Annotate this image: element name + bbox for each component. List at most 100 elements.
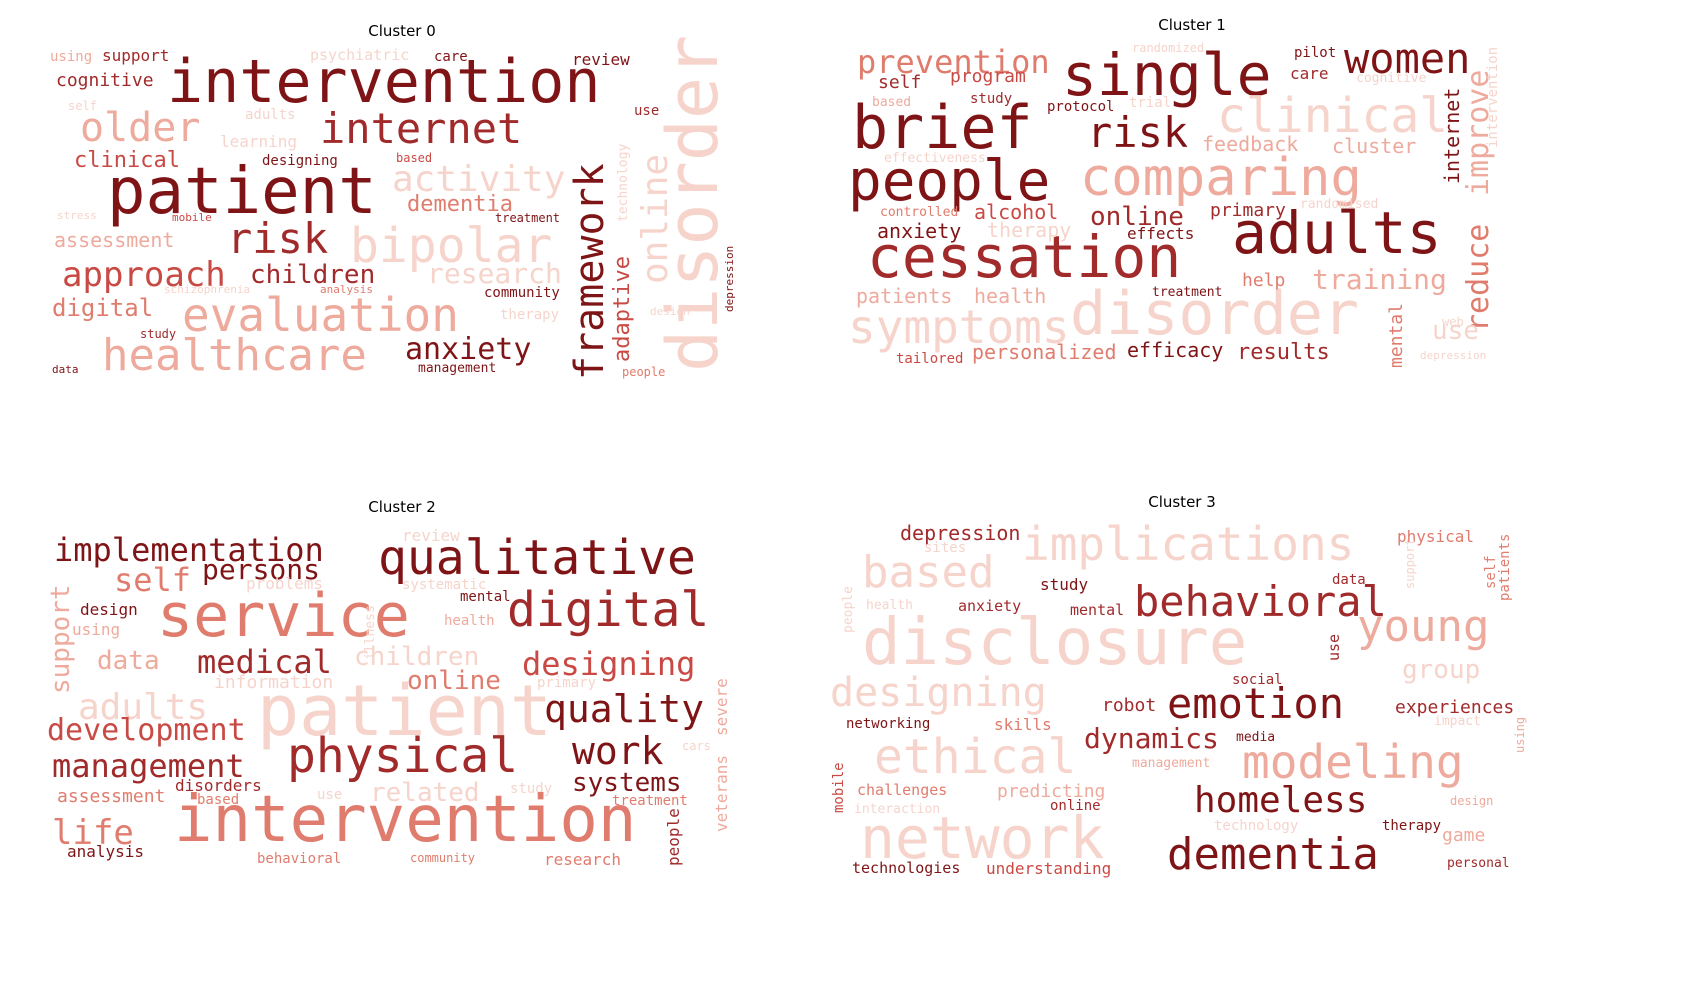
word-efficacy: efficacy [1127,338,1224,362]
word-effectiveness: effectiveness [884,151,986,166]
word-support: support [1403,538,1417,589]
word-work: work [572,729,664,773]
word-designing: designing [522,645,696,683]
word-use: use [1432,316,1479,346]
word-social: social [1232,672,1283,688]
word-sites: sites [924,540,967,556]
word-cars: cars [682,739,711,753]
word-adults: adults [1232,199,1442,267]
word-implementation: implementation [54,531,324,569]
word-randomised: randomised [1300,197,1379,212]
word-online: online [407,666,501,696]
word-disorders: disorders [175,776,262,795]
word-dynamics: dynamics [1084,722,1219,755]
word-assessment: assessment [54,228,175,252]
word-using: using [50,49,93,65]
word-treatment: treatment [1152,285,1223,300]
word-young: young [1357,601,1490,652]
word-technologies: technologies [852,859,961,877]
word-designing: designing [262,153,338,169]
word-use: use [634,103,660,119]
word-intervention: intervention [167,47,601,117]
word-study: study [970,91,1013,107]
word-adults: adults [78,687,209,728]
word-understanding: understanding [986,859,1112,878]
word-emotion: emotion [1167,679,1345,728]
word-program: program [950,66,1026,87]
word-skills: skills [994,715,1052,734]
word-anxiety: anxiety [877,219,962,243]
word-impact: impact [1434,714,1481,729]
word-trial: trial [1129,95,1172,111]
word-research: research [544,850,622,869]
word-life: life [52,813,134,853]
word-cognitive: cognitive [56,70,154,91]
word-digital: digital [507,582,710,638]
word-cloud: intervention patient internet older risk appr… [42,22,762,422]
word-anxiety: anxiety [958,597,1022,615]
word-healthcare: healthcare [102,330,367,381]
word-review: review [402,526,460,545]
word-dementia: dementia [407,192,513,217]
word-children: children [250,260,376,290]
word-people: people [664,808,683,866]
word-bipolar: bipolar [350,218,553,274]
word-persons: persons [202,553,321,586]
word-data: data [1332,572,1366,588]
word-self: self [114,561,192,599]
word-design: design [650,305,690,318]
word-primary: primary [1210,200,1286,221]
word-behavioral: behavioral [257,851,342,867]
word-severe: severe [712,678,731,736]
panel-title: Cluster 0 [368,22,436,40]
word-modeling: modeling [1242,735,1464,789]
word-mental: mental [1386,302,1407,368]
word-psychiatric: psychiatric [310,46,410,64]
word-people: people [622,365,666,379]
word-management: management [418,361,497,376]
word-veterans: veterans [712,754,731,832]
word-dementia: dementia [1167,829,1379,880]
word-help: help [1242,270,1286,291]
word-physical: physical [1397,527,1475,546]
word-people: people [848,149,1051,214]
word-development: development [47,713,246,748]
word-risk: risk [227,214,329,263]
word-health: health [974,284,1047,308]
word-anxiety: anxiety [405,332,532,367]
word-patient: patient [107,155,377,229]
word-adaptive: adaptive [610,256,635,362]
word-disclosure: disclosure [862,606,1248,680]
word-quality: quality [544,687,705,731]
word-effects: effects [1127,224,1195,243]
word-using: using [72,620,121,639]
word-intervention: intervention [174,783,637,857]
word-primary: primary [537,675,597,691]
word-care: care [1290,64,1329,83]
word-cloud-panel-1: Cluster 1 single brief women prevention risk… [832,16,1552,416]
panel-title: Cluster 3 [1148,493,1216,511]
word-designing: designing [830,670,1047,716]
word-design: design [1450,794,1494,808]
word-patients: patients [1497,533,1513,601]
word-mobile: mobile [831,762,847,813]
word-based: based [396,151,433,165]
word-management: management [1132,756,1211,771]
word-treatment: treatment [612,793,688,809]
word-training: training [1312,263,1447,296]
word-depression: depression [723,245,736,312]
word-based: based [862,547,995,598]
word-mental: mental [460,589,511,605]
word-risk: risk [1087,108,1189,157]
word-symptoms: symptoms [848,300,1070,354]
word-community: community [484,285,560,301]
word-online: online [1050,798,1101,814]
word-prevention: prevention [857,43,1050,81]
word-stress: stress [57,209,97,222]
word-controlled: controlled [880,205,959,220]
word-self: self [1483,555,1499,589]
word-experiences: experiences [1395,697,1515,718]
word-study: study [140,327,177,341]
word-behavioral: behavioral [1134,577,1387,626]
word-support: support [46,584,76,694]
